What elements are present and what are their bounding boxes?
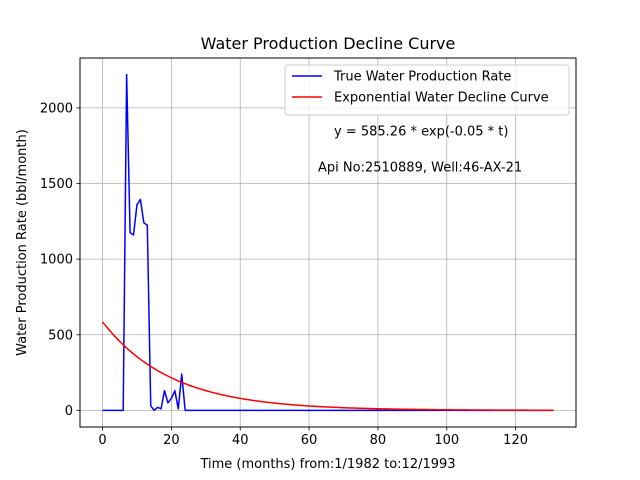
equation-annotation: y = 585.26 * exp(-0.05 * t) <box>334 125 508 140</box>
legend-entry-true-rate: True Water Production Rate <box>333 70 511 85</box>
x-axis: 0 20 40 60 80 100 120 <box>98 427 528 448</box>
plot-area <box>101 73 554 412</box>
x-tick-label: 120 <box>503 433 528 448</box>
y-tick-label: 1000 <box>40 253 73 268</box>
y-axis-label: Water Production Rate (bbl/month) <box>15 129 30 356</box>
x-axis-label: Time (months) from:1/1982 to:12/1993 <box>199 457 455 472</box>
plot-frame <box>79 57 577 428</box>
x-tick-label: 60 <box>301 433 318 448</box>
y-tick-label: 500 <box>48 328 73 343</box>
grid <box>80 58 576 427</box>
chart-title: Water Production Decline Curve <box>201 34 456 53</box>
x-tick-label: 20 <box>163 433 180 448</box>
legend-frame <box>284 64 570 116</box>
y-tick-label: 2000 <box>40 101 73 116</box>
x-tick-label: 40 <box>232 433 249 448</box>
series-line-true-rate <box>102 73 554 412</box>
well-annotation: Api No:2510889, Well:46-AX-21 <box>318 161 522 176</box>
series-line-exponential <box>101 321 554 411</box>
y-axis: 0 500 1000 1500 2000 <box>40 101 80 419</box>
legend: True Water Production Rate Exponential W… <box>284 64 570 116</box>
y-tick-label: 1500 <box>40 177 73 192</box>
x-tick-label: 100 <box>434 433 459 448</box>
y-tick-label: 0 <box>65 404 73 419</box>
x-tick-label: 80 <box>370 433 387 448</box>
x-tick-label: 0 <box>98 433 106 448</box>
legend-entry-exponential: Exponential Water Decline Curve <box>334 91 549 106</box>
series-layer <box>101 73 554 412</box>
